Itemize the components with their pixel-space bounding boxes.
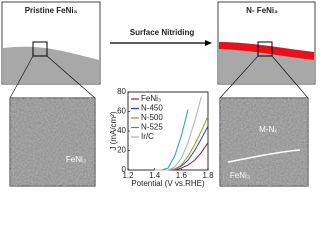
zoom-line xyxy=(271,55,309,99)
legend-label: Ir/C xyxy=(141,132,154,141)
page: Pristine FeNi₃ FeNi₃ Surface Nitriding N… xyxy=(1,1,316,189)
y-tick-label: 80 xyxy=(117,87,126,96)
figure: Pristine FeNi₃ FeNi₃ Surface Nitriding N… xyxy=(1,1,316,188)
zoom-box xyxy=(32,41,48,57)
y-tick-label: 0 xyxy=(122,165,127,174)
arrow-text: Surface Nitriding xyxy=(130,28,195,37)
interface-line xyxy=(227,149,301,163)
x-axis-label: Potential (V vs.RHE) xyxy=(131,179,205,188)
right-tem-label: FeNi₃ xyxy=(230,171,250,180)
left-title: Pristine FeNi₃ xyxy=(25,6,78,15)
y-tick-label: 60 xyxy=(117,107,126,116)
zoom-line xyxy=(46,55,96,99)
right-tem-label: M-Nₓ xyxy=(259,125,277,134)
zoom-line xyxy=(219,55,259,99)
right-tem-texture xyxy=(220,98,308,186)
zoom-line xyxy=(9,55,34,99)
left-tem-texture xyxy=(10,98,95,186)
x-tick-label: 1.8 xyxy=(202,171,214,180)
nitride-layer xyxy=(219,42,314,60)
legend-label: N-500 xyxy=(141,113,163,122)
x-tick-label: 1.4 xyxy=(149,171,161,180)
legend-label: N-525 xyxy=(141,123,163,132)
legend-label: N-450 xyxy=(141,104,163,113)
x-tick-label: 1.2 xyxy=(122,171,134,180)
legend-label: FeNi₃ xyxy=(141,94,161,103)
arrow-head xyxy=(205,40,212,46)
data-line xyxy=(154,96,202,171)
right-title: N- FeNi₃ xyxy=(246,6,278,15)
y-axis-label: J (mA/cm²) xyxy=(109,111,118,150)
x-tick-label: 1.6 xyxy=(176,171,188,180)
left-tem-label: FeNi₃ xyxy=(66,155,86,164)
y-tick-label: 20 xyxy=(117,146,126,155)
zoom-box xyxy=(257,41,273,57)
y-tick-label: 40 xyxy=(117,126,126,135)
left-surface xyxy=(3,46,99,83)
